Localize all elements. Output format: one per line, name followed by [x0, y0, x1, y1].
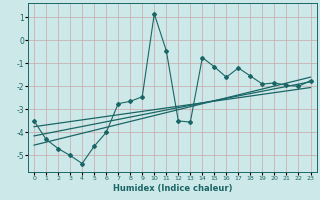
X-axis label: Humidex (Indice chaleur): Humidex (Indice chaleur) — [113, 184, 232, 193]
